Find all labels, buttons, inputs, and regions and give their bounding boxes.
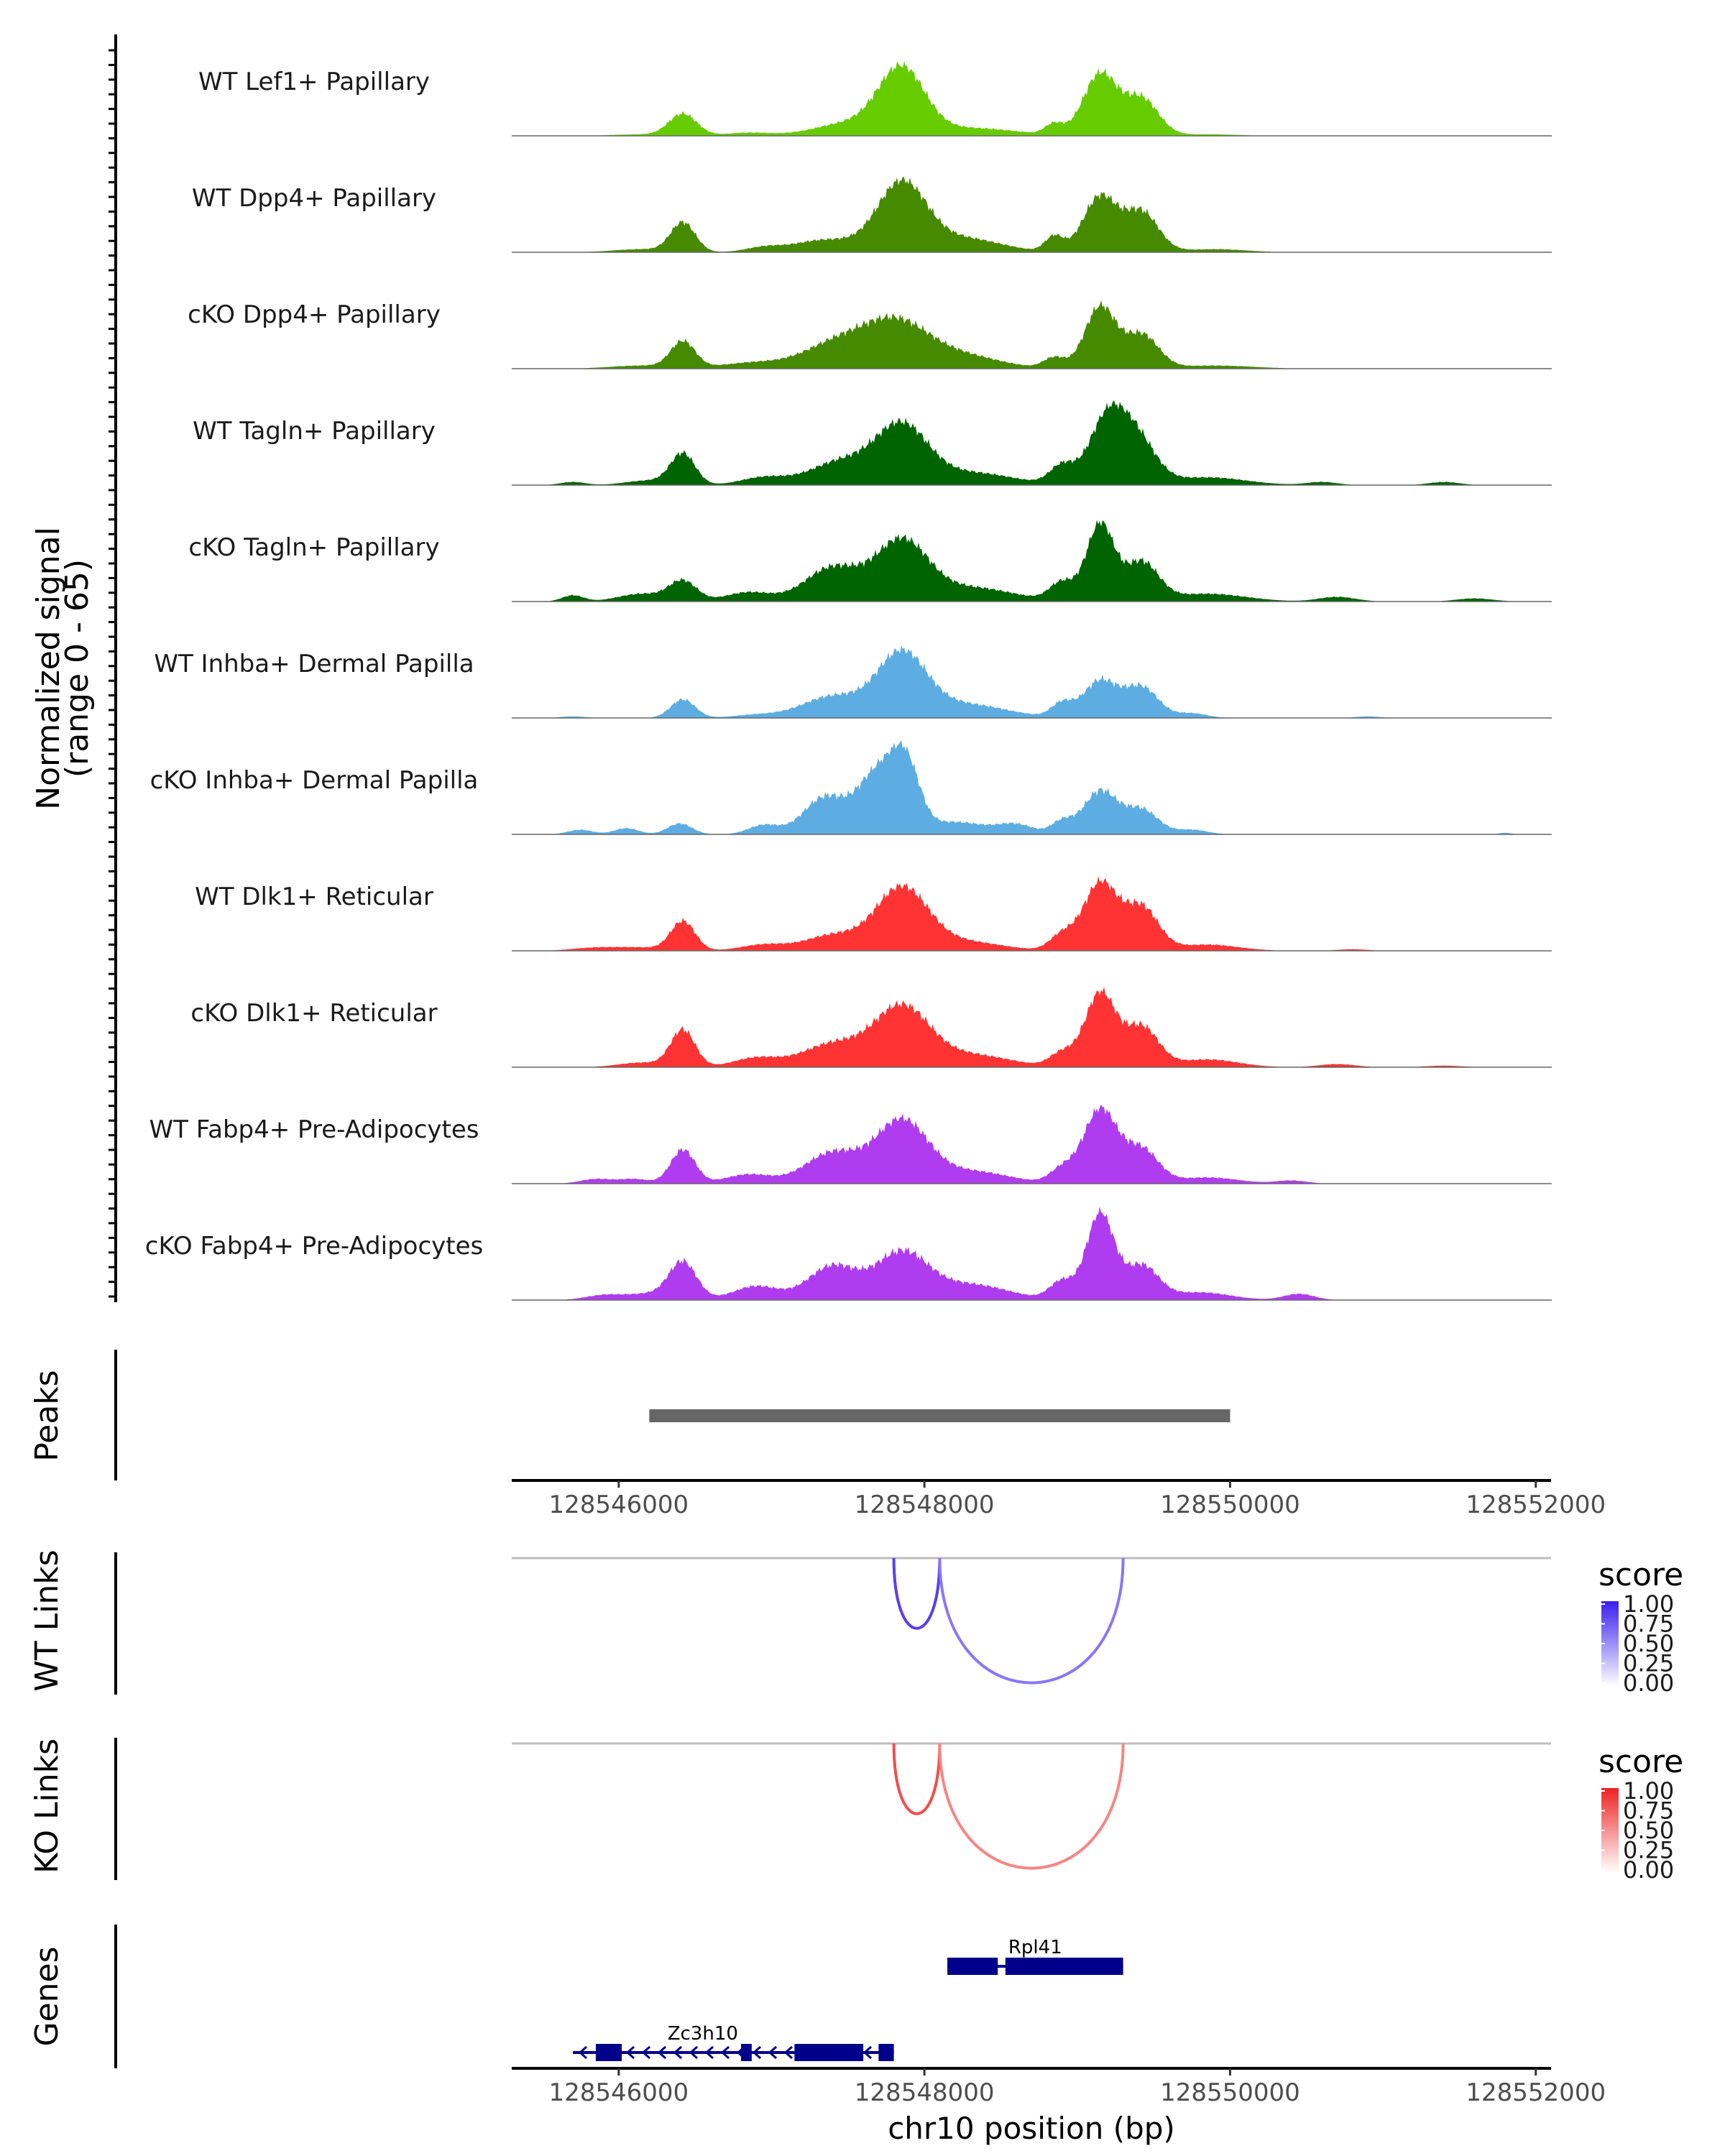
strand-arrow [783, 2045, 794, 2060]
link-arc [892, 1557, 942, 1630]
coverage-signal-area [512, 986, 1551, 1067]
coverage-signal-area [512, 875, 1551, 951]
wt-links-legend-title: score [1598, 1557, 1683, 1593]
gene-exon [794, 2044, 864, 2061]
legend-tick-label: 0.75 [1623, 1797, 1674, 1825]
legend-tick-label: 0.00 [1623, 1669, 1674, 1697]
strand-arrow [689, 2045, 699, 2060]
x-axis-tick-label: 128550000 [1160, 2078, 1300, 2107]
ko-links-legend: score 1.000.750.500.250.00 [1598, 1743, 1683, 1884]
strand-arrow [578, 2045, 588, 2060]
coverage-track: cKO Inhba+ Dermal Papilla [150, 740, 1552, 835]
coverage-tracks: WT Lef1+ Papillary WT Dpp4+ Papillary cKO … [145, 60, 1552, 1301]
coverage-track: WT Tagln+ Papillary [193, 400, 1552, 486]
peaks-track [114, 1350, 1230, 1480]
coverage-track: cKO Fabp4+ Pre-Adipocytes [145, 1206, 1552, 1301]
legend-tick-label: 0.50 [1623, 1817, 1674, 1844]
strand-arrow [704, 2045, 714, 2060]
coverage-track: WT Dpp4+ Papillary [192, 176, 1552, 253]
coverage-track: cKO Dlk1+ Reticular [190, 986, 1552, 1068]
gene-exon [947, 1958, 998, 1975]
gene-model: Zc3h10 [573, 2023, 894, 2061]
coverage-track: cKO Dpp4+ Papillary [188, 300, 1552, 369]
wt-links-legend: score 1.000.750.500.250.00 [1598, 1557, 1683, 1697]
wt-links-track [114, 1552, 1551, 1695]
coverage-track-title: cKO Dlk1+ Reticular [190, 999, 437, 1028]
legend-tick-label: 0.25 [1623, 1837, 1674, 1864]
genes-x-axis: 128546000 128548000 128550000 128552000 [512, 2067, 1606, 2107]
coverage-track-title: cKO Fabp4+ Pre-Adipocytes [145, 1232, 484, 1261]
x-axis-tick-label: 128548000 [855, 1491, 995, 1519]
peak-interval [649, 1409, 1230, 1422]
gene-model: Rpl41 [947, 1937, 1123, 1975]
genes-track: Rpl41 Zc3h10 [114, 1925, 1123, 2068]
coverage-track: WT Dlk1+ Reticular [195, 875, 1552, 952]
coverage-signal-area [512, 520, 1551, 602]
ko-links-track [114, 1738, 1551, 1880]
strand-arrow [673, 2045, 683, 2060]
legend-tick-label: 0.25 [1623, 1650, 1674, 1677]
legend-tick-label: 0.75 [1623, 1611, 1674, 1638]
x-axis-label: chr10 position (bp) [888, 2111, 1175, 2146]
coverage-track-title: WT Dlk1+ Reticular [195, 883, 433, 911]
coverage-y-axis [109, 34, 117, 1302]
coverage-track-title: WT Inhba+ Dermal Papilla [154, 650, 474, 678]
coverage-signal-area [512, 300, 1551, 369]
coverage-track-title: WT Lef1+ Papillary [198, 68, 430, 96]
coverage-signal-area [512, 645, 1551, 718]
gene-name: Rpl41 [1008, 1937, 1062, 1958]
link-arc [938, 1743, 1125, 1870]
strand-arrow [862, 2045, 873, 2060]
coverage-ylabel-line2: (range 0 - 65) [59, 559, 96, 778]
x-axis-tick-label: 128548000 [855, 2078, 995, 2107]
link-arc [938, 1557, 1125, 1685]
strand-arrow [657, 2045, 667, 2060]
coverage-track-title: cKO Dpp4+ Papillary [188, 300, 441, 329]
coverage-ylabel-line1: Normalized signal [30, 527, 67, 810]
strand-arrow [641, 2045, 651, 2060]
ko-links-legend-title: score [1598, 1743, 1683, 1780]
coverage-signal-area [512, 400, 1551, 485]
coverage-track: WT Inhba+ Dermal Papilla [154, 645, 1552, 719]
x-axis-tick-label: 128550000 [1160, 1491, 1300, 1519]
strand-arrow [768, 2045, 778, 2060]
coverage-track-title: WT Dpp4+ Papillary [192, 184, 436, 213]
peaks-track-label: Peaks [29, 1370, 65, 1461]
strand-arrow [720, 2045, 730, 2060]
legend-tick-label: 1.00 [1623, 1777, 1674, 1805]
strand-arrow [625, 2045, 635, 2060]
coverage-signal-area [512, 740, 1551, 834]
gene-exon [740, 2044, 752, 2061]
x-axis-tick-label: 128552000 [1466, 1491, 1606, 1519]
x-axis-tick-label: 128546000 [549, 1491, 689, 1519]
coverage-track: cKO Tagln+ Papillary [188, 520, 1552, 602]
gene-exon [878, 2044, 894, 2061]
gene-exon [1005, 1958, 1123, 1975]
legend-tick-label: 0.00 [1623, 1856, 1674, 1884]
coverage-track-title: WT Fabp4+ Pre-Adipocytes [150, 1115, 479, 1144]
strand-arrow [752, 2045, 762, 2060]
coverage-signal-area [512, 1206, 1551, 1300]
peaks-x-axis: 128546000 128548000 128550000 128552000 [512, 1479, 1606, 1519]
ko-links-track-label: KO Links [29, 1738, 65, 1874]
legend-tick-label: 0.50 [1623, 1630, 1674, 1657]
link-arc [892, 1743, 942, 1815]
genes-track-label: Genes [29, 1946, 65, 2046]
coverage-signal-area [512, 60, 1551, 136]
wt-links-track-label: WT Links [29, 1549, 65, 1691]
coverage-signal-area [512, 1105, 1551, 1184]
coverage-signal-area [512, 176, 1551, 252]
gene-exon [595, 2044, 622, 2061]
coverage-track: WT Fabp4+ Pre-Adipocytes [150, 1105, 1552, 1184]
coverage-track: WT Lef1+ Papillary [198, 60, 1552, 137]
coverage-track-title: cKO Tagln+ Papillary [188, 533, 439, 562]
x-axis-tick-label: 128552000 [1466, 2078, 1606, 2107]
legend-tick-label: 1.00 [1623, 1590, 1674, 1618]
gene-name: Zc3h10 [668, 2023, 738, 2045]
coverage-track-title: cKO Inhba+ Dermal Papilla [150, 766, 479, 795]
x-axis-tick-label: 128546000 [549, 2078, 689, 2107]
coverage-track-title: WT Tagln+ Papillary [193, 417, 436, 446]
